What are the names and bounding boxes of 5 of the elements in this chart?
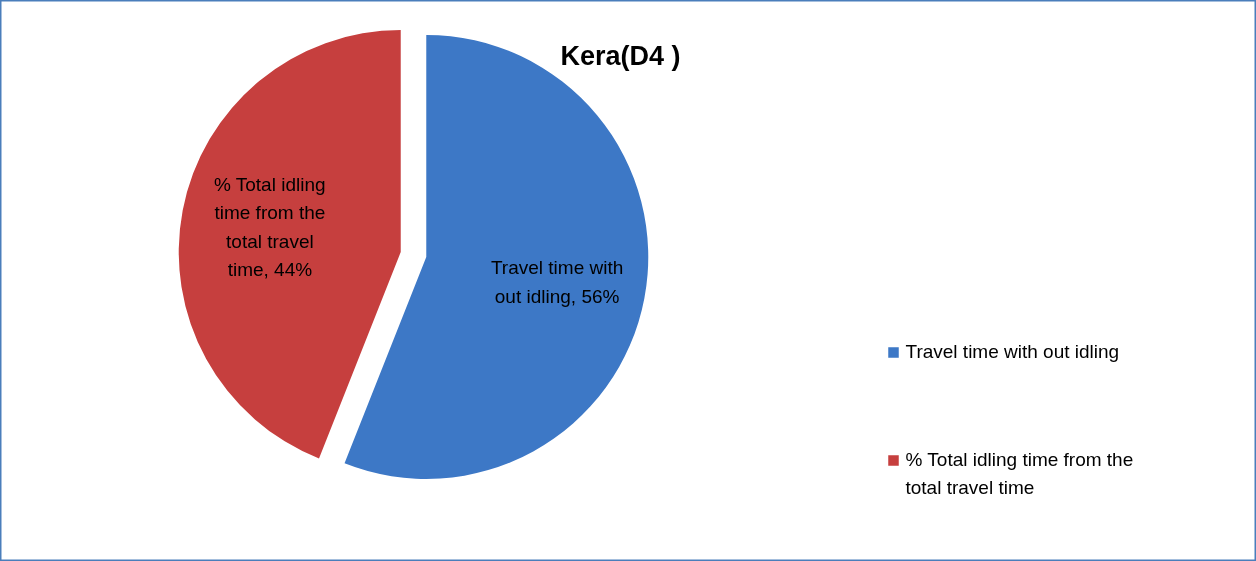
legend-label: Travel time with out idling xyxy=(905,340,1120,362)
data-label: Travel time with out idling, 56% xyxy=(490,257,624,307)
chart-title: Kera(D4 ) xyxy=(560,40,681,71)
legend-label: % Total idling time from the total travel time xyxy=(905,448,1134,498)
data-label: % Total idling time from the total travel time, 44% xyxy=(213,174,326,281)
